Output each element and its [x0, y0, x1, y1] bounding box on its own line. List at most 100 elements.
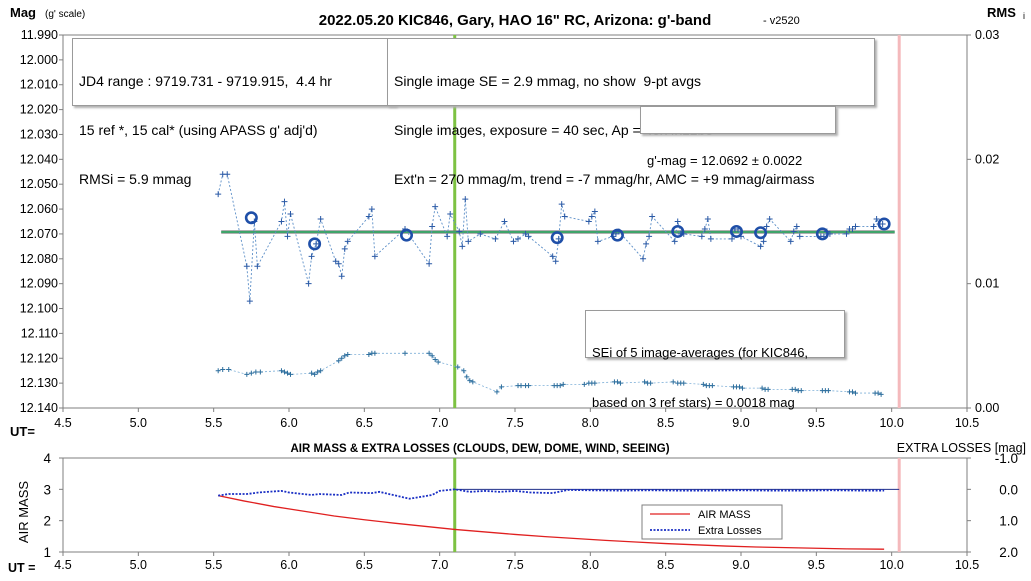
- rmsi-point: [740, 385, 746, 391]
- rmsi-point: [402, 350, 408, 356]
- y2-tick-label: 2.0: [999, 545, 1018, 560]
- data-point: [793, 223, 800, 230]
- annotation-line: 15 ref *, 15 cal* (using APASS g' adj'd): [79, 122, 318, 139]
- data-point: [368, 206, 375, 213]
- rmsi-point: [853, 390, 859, 396]
- y-tick-label: 12.130: [20, 376, 58, 390]
- data-point: [843, 230, 850, 237]
- airmass-panel: AIR MASS & EXTRA LOSSES (CLOUDS, DEW, DO…: [8, 441, 1026, 575]
- y-tick-label: 12.050: [20, 177, 58, 191]
- chart-title: 2022.05.20 KIC846, Gary, HAO 16" RC, Ari…: [319, 12, 711, 29]
- y-tick-label: 12.060: [20, 202, 58, 216]
- data-point: [501, 218, 508, 225]
- annotation-line: JD4 range : 9719.731 - 9719.915, 4.4 hr: [79, 73, 332, 89]
- y-axis-sublabel: (g' scale): [45, 9, 85, 20]
- rmsi-point: [736, 384, 742, 390]
- average-point: [610, 228, 624, 242]
- rmsi-point: [281, 369, 287, 375]
- air-mass-line: [218, 494, 885, 550]
- data-point: [308, 253, 315, 260]
- rmsi-point: [432, 357, 438, 363]
- y-axis-label: AIR MASS: [16, 481, 31, 543]
- rmsi-point: [498, 384, 504, 390]
- rmsi-point: [461, 368, 467, 374]
- x-tick-label: 9.5: [808, 416, 825, 430]
- data-point: [852, 223, 859, 230]
- rmsi-point: [592, 380, 598, 386]
- data-point: [594, 238, 601, 245]
- data-point: [246, 298, 253, 305]
- y-tick-label: 1: [43, 545, 51, 560]
- annotation-line: g'-mag = 12.0692 ± 0.0022: [647, 153, 803, 168]
- x-tick-label: 8.0: [582, 416, 599, 430]
- rmsi-point: [244, 371, 250, 377]
- data-point: [447, 211, 454, 218]
- y-tick-label: 12.140: [20, 401, 58, 415]
- rmsi-point: [709, 383, 715, 389]
- plot-area: [62, 457, 968, 553]
- data-point: [552, 258, 559, 265]
- x-tick-label: 5.5: [205, 558, 222, 572]
- y-tick-label: 12.020: [20, 103, 58, 117]
- rmsi-point: [642, 379, 648, 385]
- y2-tick-label: 0.0: [999, 482, 1018, 497]
- data-point: [649, 213, 656, 220]
- y2-tick-label: 0.01: [975, 277, 999, 291]
- averages-series: [244, 211, 891, 251]
- data-point: [728, 235, 735, 242]
- y2-tick-label: 0.02: [975, 152, 999, 166]
- rmsi-point: [312, 371, 318, 377]
- x-tick-label: 10.5: [955, 558, 979, 572]
- rmsi-point: [648, 380, 654, 386]
- rmsi-point: [614, 379, 620, 385]
- data-point: [558, 201, 565, 208]
- data-point: [492, 235, 499, 242]
- data-point: [588, 213, 595, 220]
- legend-label-air-mass: AIR MASS: [698, 509, 751, 521]
- data-point: [510, 238, 517, 245]
- rmsi-point: [339, 355, 345, 361]
- individual-images-line: [217, 173, 883, 302]
- data-point: [796, 233, 803, 240]
- rmsi-point: [617, 380, 623, 386]
- y2-tick-label: 0.03: [975, 28, 999, 42]
- rmsi-point: [226, 366, 232, 372]
- y-tick-label: 12.110: [21, 326, 58, 340]
- rmsi-point: [426, 350, 432, 356]
- y2-tick-label: -1.0: [995, 451, 1018, 466]
- legend-label-extra-losses: Extra Losses: [698, 525, 762, 537]
- rmsi-point: [372, 350, 378, 356]
- data-point: [790, 228, 797, 235]
- rmsi-point: [278, 368, 284, 374]
- rmsi-point: [455, 364, 461, 370]
- x-tick-label: 9.0: [732, 558, 749, 572]
- rmsi-point: [849, 389, 855, 395]
- x-tick-label: 7.5: [506, 416, 523, 430]
- rmsi-point: [792, 386, 798, 392]
- rmsi-point: [342, 353, 348, 359]
- data-point: [338, 273, 345, 280]
- rmsi-point: [581, 381, 587, 387]
- data-point: [707, 235, 714, 242]
- x-tick-label: 5.5: [205, 416, 222, 430]
- data-point: [371, 253, 378, 260]
- data-point: [317, 216, 324, 223]
- data-point: [698, 233, 705, 240]
- data-point: [281, 198, 288, 205]
- rmsi-point: [518, 383, 524, 389]
- rmsi-point: [681, 380, 687, 386]
- rmsi-point: [248, 370, 254, 376]
- data-point: [585, 218, 592, 225]
- y2-axis-label: EXTRA LOSSES [mag]: [897, 441, 1026, 455]
- jd-range-annotation: JD4 range : 9719.731 - 9719.915, 4.4 hr …: [72, 38, 396, 187]
- data-point: [870, 223, 877, 230]
- x-tick-label: 10.0: [879, 416, 903, 430]
- average-point: [400, 228, 414, 242]
- rmsi-point: [253, 369, 259, 375]
- data-point: [549, 253, 556, 260]
- data-point: [766, 216, 773, 223]
- data-point: [426, 260, 433, 267]
- data-point: [332, 258, 339, 265]
- data-point: [646, 233, 653, 240]
